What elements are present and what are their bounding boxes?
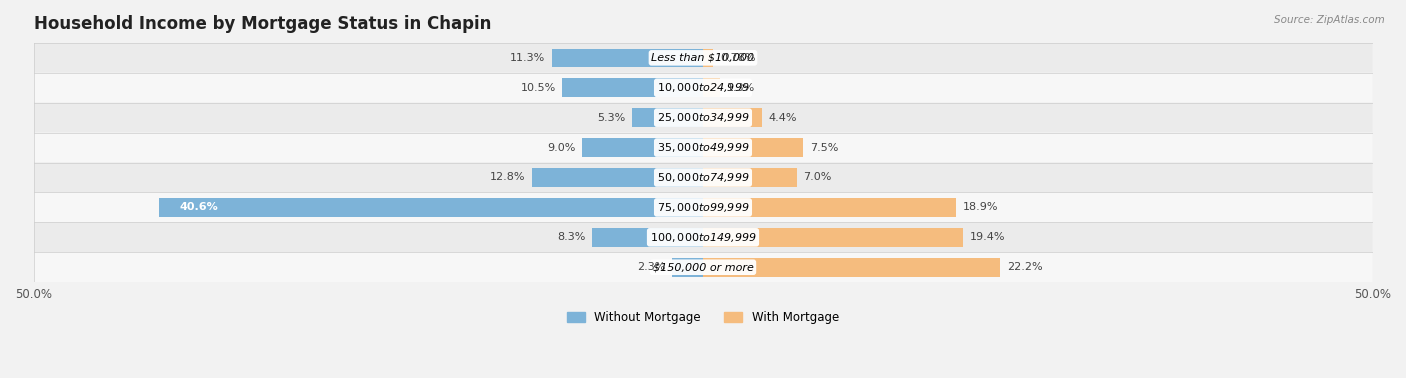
FancyBboxPatch shape: [34, 43, 1372, 73]
Text: $25,000 to $34,999: $25,000 to $34,999: [657, 111, 749, 124]
Bar: [531, 168, 703, 187]
Bar: [672, 258, 703, 276]
Bar: [703, 198, 956, 217]
Bar: [703, 48, 713, 67]
Text: 8.3%: 8.3%: [557, 232, 585, 242]
FancyBboxPatch shape: [34, 252, 1372, 282]
Bar: [703, 79, 720, 97]
Bar: [703, 228, 963, 246]
Text: 5.3%: 5.3%: [598, 113, 626, 123]
Text: $75,000 to $99,999: $75,000 to $99,999: [657, 201, 749, 214]
Text: 19.4%: 19.4%: [970, 232, 1005, 242]
Text: 18.9%: 18.9%: [963, 202, 998, 212]
FancyBboxPatch shape: [34, 192, 1372, 222]
Bar: [551, 48, 703, 67]
Text: 11.3%: 11.3%: [510, 53, 546, 63]
Text: 22.2%: 22.2%: [1007, 262, 1043, 272]
Text: 7.0%: 7.0%: [803, 172, 832, 183]
Text: Household Income by Mortgage Status in Chapin: Household Income by Mortgage Status in C…: [34, 15, 491, 33]
Text: $35,000 to $49,999: $35,000 to $49,999: [657, 141, 749, 154]
Bar: [703, 258, 1000, 276]
FancyBboxPatch shape: [34, 103, 1372, 133]
Bar: [703, 168, 797, 187]
Text: 0.78%: 0.78%: [720, 53, 755, 63]
Legend: Without Mortgage, With Mortgage: Without Mortgage, With Mortgage: [562, 307, 844, 329]
Text: 40.6%: 40.6%: [180, 202, 218, 212]
Text: 12.8%: 12.8%: [489, 172, 524, 183]
Bar: [159, 198, 703, 217]
FancyBboxPatch shape: [34, 163, 1372, 192]
Bar: [582, 138, 703, 157]
FancyBboxPatch shape: [34, 73, 1372, 103]
Text: $10,000 to $24,999: $10,000 to $24,999: [657, 81, 749, 94]
Text: 4.4%: 4.4%: [769, 113, 797, 123]
Text: $50,000 to $74,999: $50,000 to $74,999: [657, 171, 749, 184]
Text: 10.5%: 10.5%: [520, 83, 555, 93]
FancyBboxPatch shape: [34, 222, 1372, 252]
Text: Less than $10,000: Less than $10,000: [651, 53, 755, 63]
Text: Source: ZipAtlas.com: Source: ZipAtlas.com: [1274, 15, 1385, 25]
Text: $150,000 or more: $150,000 or more: [652, 262, 754, 272]
Bar: [703, 108, 762, 127]
Text: 1.3%: 1.3%: [727, 83, 755, 93]
Bar: [562, 79, 703, 97]
FancyBboxPatch shape: [34, 133, 1372, 163]
Text: $100,000 to $149,999: $100,000 to $149,999: [650, 231, 756, 244]
Text: 2.3%: 2.3%: [637, 262, 665, 272]
Bar: [633, 108, 703, 127]
Text: 9.0%: 9.0%: [547, 143, 576, 153]
Bar: [592, 228, 703, 246]
Bar: [703, 138, 803, 157]
Text: 7.5%: 7.5%: [810, 143, 838, 153]
